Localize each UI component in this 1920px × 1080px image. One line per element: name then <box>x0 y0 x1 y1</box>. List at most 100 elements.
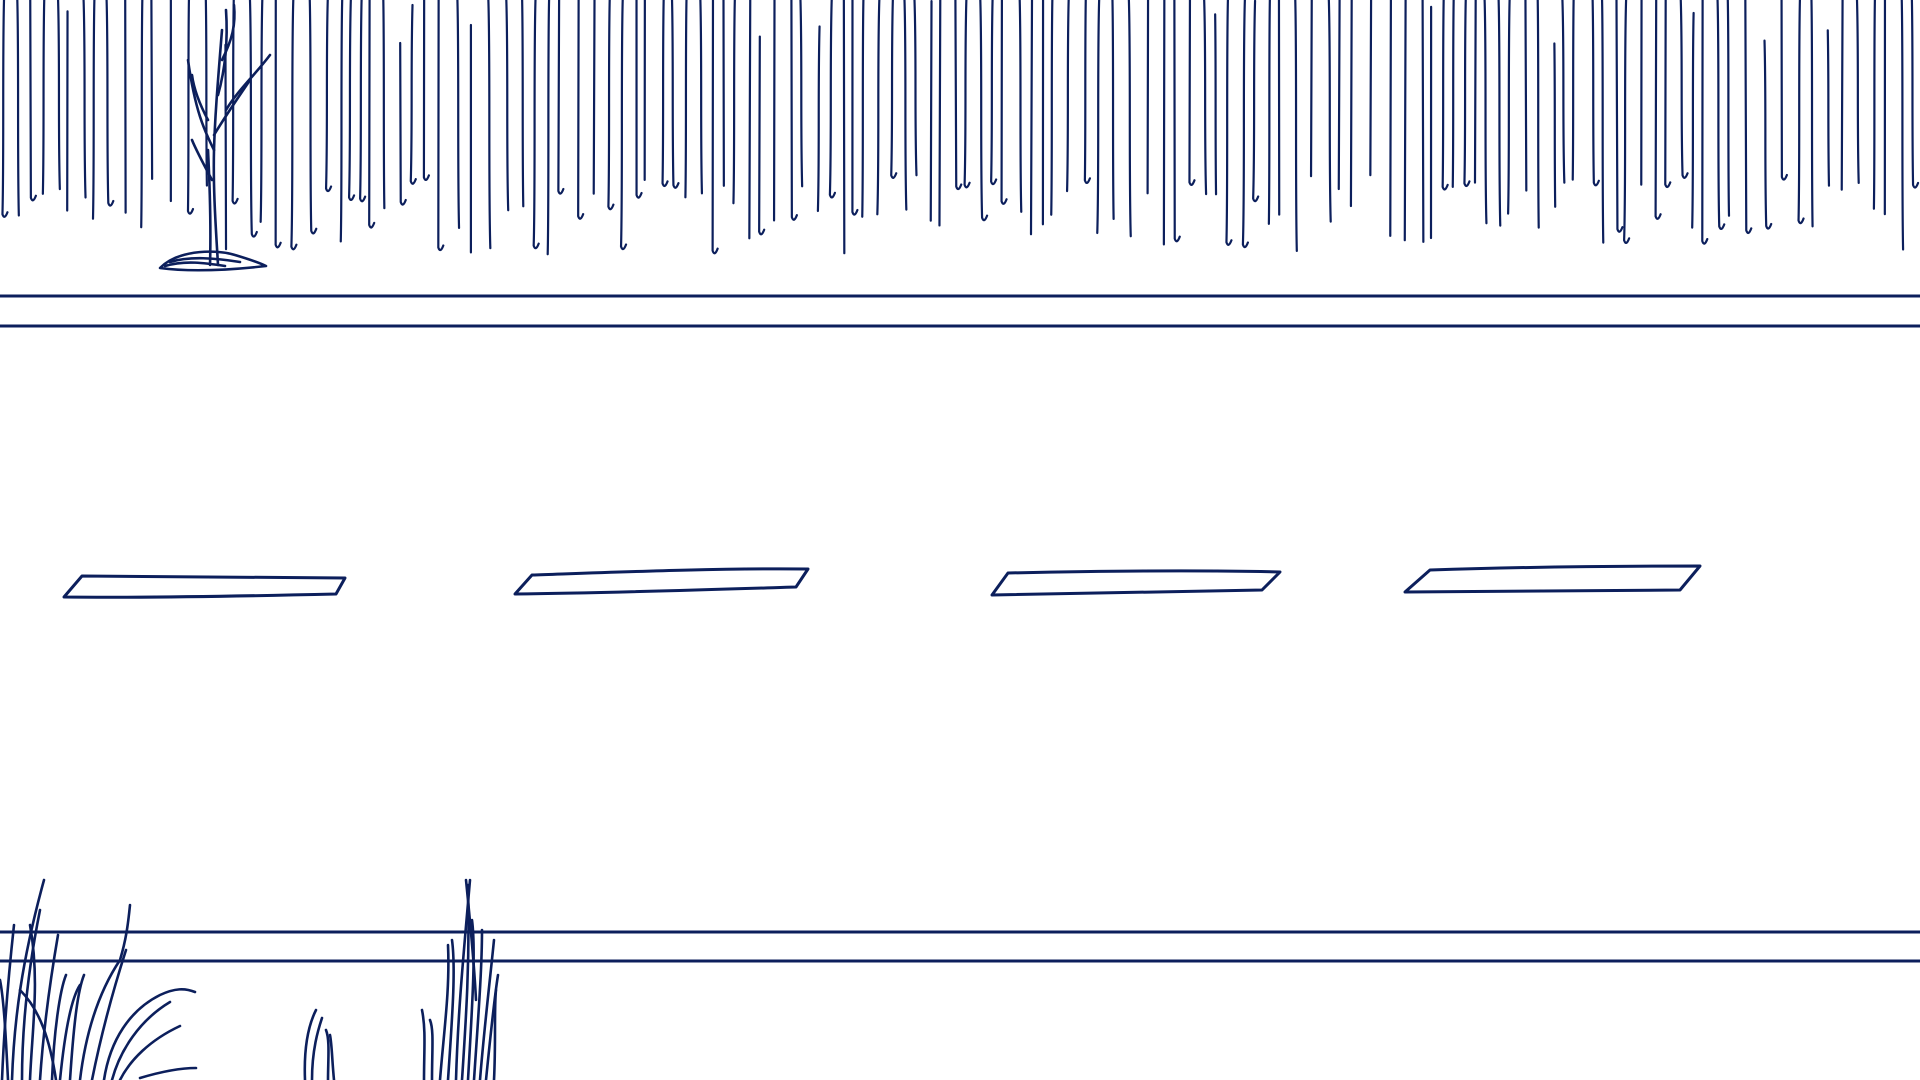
hatch-stroke <box>359 0 367 203</box>
hatch-stroke <box>1623 0 1631 244</box>
hatch-stroke <box>487 0 492 250</box>
hatch-stroke <box>1763 39 1773 230</box>
hatch-stroke <box>1225 0 1233 246</box>
hatch-stroke <box>1600 0 1605 244</box>
hatch-stroke <box>1369 0 1373 177</box>
hatch-stroke <box>876 0 881 216</box>
hatch-stroke <box>711 0 719 255</box>
hatch-stroke <box>1173 0 1181 243</box>
hatch-stroke <box>592 0 596 195</box>
hatch-stroke <box>308 0 318 235</box>
hatch-stroke <box>1241 0 1249 249</box>
hatch-stroke <box>546 0 551 256</box>
hatch-stroke <box>422 0 431 181</box>
hatch-stroke <box>607 0 615 211</box>
hatch-stroke <box>1065 0 1070 193</box>
hatch-stroke <box>1654 0 1662 220</box>
hatch-stroke <box>1203 0 1208 196</box>
hatch-stroke <box>1524 0 1528 192</box>
hatch-stroke <box>274 0 282 249</box>
hatch-stroke <box>1679 0 1689 179</box>
hatch-stroke <box>1451 0 1455 188</box>
hatch-stroke <box>1900 0 1905 251</box>
hatch-stroke <box>1294 0 1298 253</box>
grass-tuft-icon <box>303 1008 336 1080</box>
hatch-stroke <box>938 0 942 227</box>
hatch-stroke <box>1127 0 1132 238</box>
hatch-stroke <box>437 0 445 252</box>
hatch-stroke <box>799 0 804 188</box>
hatch-stroke <box>861 0 865 218</box>
grass-tuft-icon <box>420 878 500 1080</box>
hatch-stroke <box>699 0 704 195</box>
hatch-stroke <box>913 0 918 177</box>
hatch-stroke <box>1571 0 1575 181</box>
hatch-stroke <box>1701 0 1709 245</box>
hatch-stroke <box>56 0 61 191</box>
hatch-stroke <box>1111 0 1115 221</box>
hatch-stroke <box>1000 0 1008 205</box>
hatch-stroke <box>1826 29 1831 187</box>
hatch-stroke <box>140 0 144 229</box>
hatch-stroke <box>1349 0 1353 208</box>
hatch-stroke <box>91 0 96 220</box>
hatch-stroke <box>963 0 971 189</box>
bare-sapling-icon <box>158 3 272 272</box>
hatch-stroke <box>1188 0 1196 186</box>
road-edge-lines-icon <box>0 294 1920 963</box>
hatch-stroke <box>1536 0 1540 229</box>
hatch-stroke <box>1441 0 1449 191</box>
hatch-stroke <box>1497 0 1502 227</box>
hatch-stroke <box>505 0 510 212</box>
lane-dash-icon <box>1403 564 1702 594</box>
hatch-stroke <box>248 0 258 238</box>
lane-dash-icon <box>990 569 1282 597</box>
lane-dash-icon <box>62 574 347 599</box>
hatch-stroke <box>1327 0 1332 223</box>
hatch-stroke <box>954 0 963 191</box>
hatch-stroke <box>186 0 195 215</box>
hatch-stroke <box>521 0 525 208</box>
hatched-tree-line-icon <box>1 0 1920 256</box>
hatch-stroke <box>1267 0 1271 225</box>
hatch-stroke <box>1473 0 1477 184</box>
hatch-stroke <box>1 0 9 218</box>
hatch-stroke <box>661 0 669 188</box>
hatch-stroke <box>1029 0 1034 236</box>
hatch-stroke <box>1840 0 1844 191</box>
hatch-stroke <box>347 0 356 201</box>
hatch-stroke <box>532 0 540 250</box>
hatch-stroke <box>1309 0 1313 178</box>
lane-dash-icon <box>513 567 810 596</box>
hatch-stroke <box>105 0 115 207</box>
hatch-stroke <box>557 0 565 195</box>
hatch-stroke <box>339 0 344 243</box>
hatch-stroke <box>150 0 154 180</box>
hatch-stroke <box>1797 0 1805 225</box>
hatch-stroke <box>979 0 989 222</box>
hatch-stroke <box>456 0 461 230</box>
hatch-stroke <box>259 0 264 223</box>
hatch-stroke <box>1389 0 1392 237</box>
hatch-stroke <box>399 41 407 206</box>
hatch-stroke <box>1421 0 1425 243</box>
hatch-stroke <box>231 0 239 205</box>
hatch-stroke <box>790 0 798 221</box>
hatch-stroke <box>990 0 998 186</box>
hatch-stroke <box>1910 0 1920 189</box>
hatch-stroke <box>1744 0 1753 235</box>
hatch-stroke <box>1664 0 1672 189</box>
hatch-stroke <box>224 43 228 251</box>
hatch-stroke <box>748 0 752 240</box>
hatch-stroke <box>1337 0 1341 191</box>
hatch-stroke <box>204 0 209 187</box>
hatch-stroke <box>82 0 87 199</box>
hatch-stroke <box>577 0 585 220</box>
hatch-stroke <box>903 0 908 211</box>
hatch-stroke <box>1096 0 1101 235</box>
hatch-stroke <box>1050 0 1054 216</box>
hatch-stroke <box>29 0 37 202</box>
hatch-stroke <box>816 25 821 213</box>
